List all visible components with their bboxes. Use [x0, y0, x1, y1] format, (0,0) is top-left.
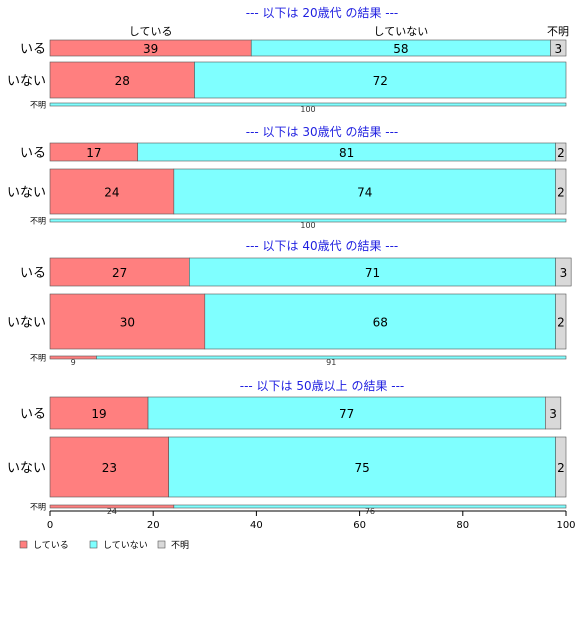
bar-value-label: 2 — [557, 186, 565, 200]
bar-segment — [147, 396, 546, 430]
bar-value-label: 81 — [339, 146, 354, 160]
bar-segment — [49, 436, 169, 498]
bar-segment — [173, 504, 567, 509]
legend-label: している — [33, 540, 69, 551]
bar-value-label: 39 — [143, 42, 158, 56]
bar-value-label: 77 — [339, 407, 354, 421]
row-label: 不明 — [30, 101, 46, 110]
column-header: 不明 — [547, 25, 569, 38]
bar-value-label: 28 — [115, 74, 130, 88]
bar-segment — [96, 355, 567, 360]
panel-title: --- 以下は 50歳以上 の結果 --- — [240, 379, 405, 393]
bar-segment — [204, 293, 556, 350]
bar-value-label: 17 — [86, 146, 101, 160]
bar-value-label: 30 — [120, 316, 135, 330]
bar-segment — [49, 293, 206, 350]
column-header: していない — [374, 25, 429, 38]
bar-segment — [555, 142, 567, 162]
x-tick-label: 20 — [147, 520, 160, 531]
x-tick-label: 0 — [47, 520, 53, 531]
x-tick-label: 100 — [556, 520, 575, 531]
row-label: いる — [20, 42, 46, 57]
panel-title: --- 以下は 20歳代 の結果 --- — [246, 6, 399, 20]
bar-segment — [555, 168, 567, 215]
bar-segment — [555, 293, 567, 350]
x-tick-label: 80 — [456, 520, 469, 531]
bar-segment — [49, 218, 567, 223]
row-label: いない — [7, 461, 46, 476]
bar-value-label: 23 — [102, 461, 117, 475]
x-tick-label: 60 — [353, 520, 366, 531]
x-tick-label: 40 — [250, 520, 263, 531]
bar-value-label: 9 — [71, 358, 76, 367]
row-label: 不明 — [30, 354, 46, 363]
legend-label: 不明 — [171, 540, 189, 551]
bar-value-label: 19 — [91, 407, 106, 421]
row-label: 不明 — [30, 503, 46, 512]
row-label: いない — [7, 316, 46, 331]
bar-value-label: 74 — [357, 186, 372, 200]
bar-value-label: 2 — [557, 461, 565, 475]
bar-value-label: 71 — [365, 266, 380, 280]
bar-value-label: 75 — [355, 461, 370, 475]
bar-segment — [49, 102, 567, 107]
row-label: いない — [7, 74, 46, 89]
row-label: いない — [7, 186, 46, 201]
legend-label: していない — [103, 540, 148, 551]
panel-title: --- 以下は 40歳代 の結果 --- — [246, 239, 399, 253]
row-label: いる — [20, 266, 46, 281]
bar-segment — [49, 257, 190, 287]
row-label: いる — [20, 146, 46, 161]
bar-segment — [550, 39, 567, 57]
bar-value-label: 3 — [549, 407, 557, 421]
legend-swatch — [89, 540, 98, 549]
bar-value-label: 3 — [554, 42, 562, 56]
bar-value-label: 27 — [112, 266, 127, 280]
row-label: 不明 — [30, 217, 46, 226]
bar-segment — [173, 168, 556, 215]
bar-segment — [555, 436, 567, 498]
legend-swatch — [157, 540, 166, 549]
bar-segment — [555, 257, 572, 287]
bar-value-label: 68 — [373, 316, 388, 330]
bar-value-label: 2 — [557, 316, 565, 330]
bar-value-label: 91 — [326, 358, 336, 367]
bar-segment — [168, 436, 556, 498]
bar-value-label: 3 — [560, 266, 568, 280]
bar-segment — [49, 396, 149, 430]
bar-value-label: 2 — [557, 146, 565, 160]
bar-segment — [194, 61, 567, 99]
bar-value-label: 24 — [104, 186, 119, 200]
bar-value-label: 58 — [393, 42, 408, 56]
bar-value-label: 100 — [300, 105, 315, 114]
bar-segment — [545, 396, 562, 430]
bar-value-label: 100 — [300, 221, 315, 230]
legend-swatch — [19, 540, 28, 549]
row-label: いる — [20, 407, 46, 422]
column-header: している — [129, 25, 173, 38]
bar-value-label: 72 — [373, 74, 388, 88]
panel-title: --- 以下は 30歳代 の結果 --- — [246, 125, 399, 139]
